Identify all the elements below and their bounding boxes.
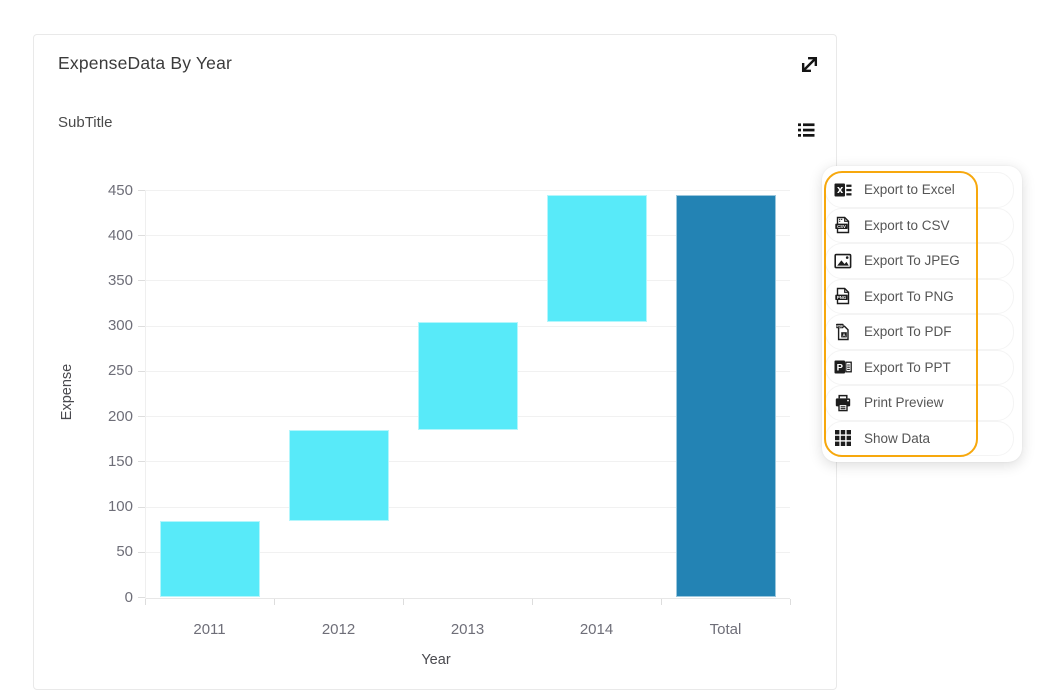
svg-text:CSV: CSV [837, 224, 846, 229]
menu-item-show-data[interactable]: Show Data [825, 420, 1014, 456]
menu-item-label: Export to Excel [864, 182, 955, 198]
ppt-icon: P [834, 358, 852, 376]
chart-title: ExpenseData By Year [58, 53, 233, 73]
bar-2013[interactable] [417, 321, 518, 431]
excel-icon [834, 181, 852, 199]
csv-icon: CSV [834, 216, 852, 234]
menu-item-export-to-csv[interactable]: CSV Export to CSV [825, 207, 1014, 243]
menu-item-label: Export To JPEG [864, 253, 960, 269]
expand-diagonal-arrows-icon [796, 51, 823, 81]
menu-item-export-to-png[interactable]: PNG Export To PNG [825, 278, 1014, 314]
print-icon [834, 394, 852, 412]
menu-item-export-to-pdf[interactable]: PDF A Export To PDF [825, 314, 1014, 350]
chart-subtitle: SubTitle [58, 114, 113, 131]
show-data-icon [834, 429, 852, 447]
svg-text:PNG: PNG [837, 295, 847, 300]
jpeg-icon [834, 252, 852, 270]
export-menu-button[interactable] [793, 118, 819, 144]
menu-item-label: Export To PDF [864, 324, 952, 340]
bar-2014[interactable] [546, 195, 647, 322]
menu-item-label: Export to CSV [864, 217, 950, 233]
export-menu-popup: Export to Excel CSV Export to CSV Export To… [822, 166, 1022, 462]
menu-item-print-preview[interactable]: Print Preview [825, 385, 1014, 421]
menu-item-export-to-excel[interactable]: Export to Excel [825, 172, 1014, 208]
svg-text:P: P [837, 363, 844, 374]
pdf-icon: PDF A [834, 323, 852, 341]
list-menu-icon [795, 119, 817, 144]
svg-text:A: A [842, 332, 846, 337]
menu-item-label: Export To PPT [864, 359, 951, 375]
menu-item-export-to-jpeg[interactable]: Export To JPEG [825, 243, 1014, 279]
menu-item-label: Print Preview [864, 395, 944, 411]
bar-2011[interactable] [159, 520, 260, 598]
menu-item-export-to-ppt[interactable]: P Export To PPT [825, 349, 1014, 385]
svg-text:PDF: PDF [836, 324, 843, 328]
bar-2012[interactable] [288, 430, 389, 521]
expand-button[interactable] [794, 51, 824, 81]
bar-total[interactable] [675, 195, 776, 598]
png-icon: PNG [834, 287, 852, 305]
menu-item-label: Export To PNG [864, 288, 954, 304]
menu-item-label: Show Data [864, 430, 931, 446]
